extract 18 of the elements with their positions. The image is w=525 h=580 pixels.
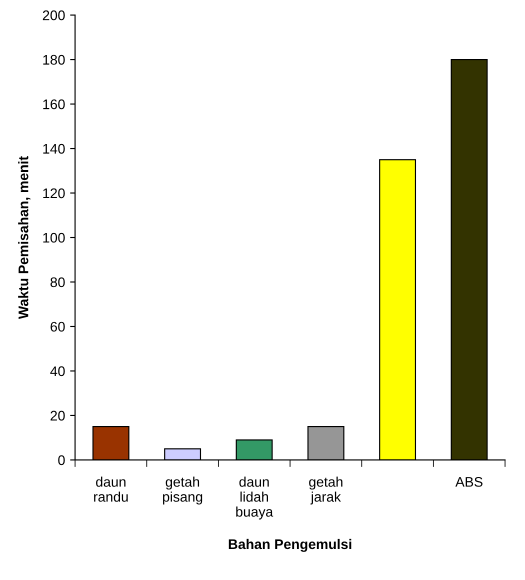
y-axis-title: Waktu Pemisahan, menit	[18, 156, 30, 320]
y-tick-label: 120	[43, 188, 65, 198]
x-tick-label: ABS	[455, 476, 482, 487]
x-tick-label: daun lidah buaya	[236, 476, 274, 520]
x-tick-label: getah jarak	[309, 476, 342, 505]
y-tick-label: 20	[50, 410, 65, 421]
y-tick-label: 180	[43, 54, 65, 65]
y-tick-label: 100	[43, 232, 65, 243]
y-tick-label: 60	[50, 322, 65, 332]
y-tick-label: 40	[50, 366, 65, 376]
y-tick-label: 200	[42, 10, 65, 20]
x-tick-label: getah pisang	[163, 476, 202, 505]
y-tick-label: 80	[50, 277, 65, 288]
y-tick-label: 0	[58, 455, 65, 466]
y-tick-label: 140	[43, 144, 65, 154]
y-tick-label: 160	[43, 99, 65, 110]
x-axis-title: Bahan Pengemulsi	[228, 538, 352, 552]
x-tick-label: daun randu	[94, 476, 128, 502]
